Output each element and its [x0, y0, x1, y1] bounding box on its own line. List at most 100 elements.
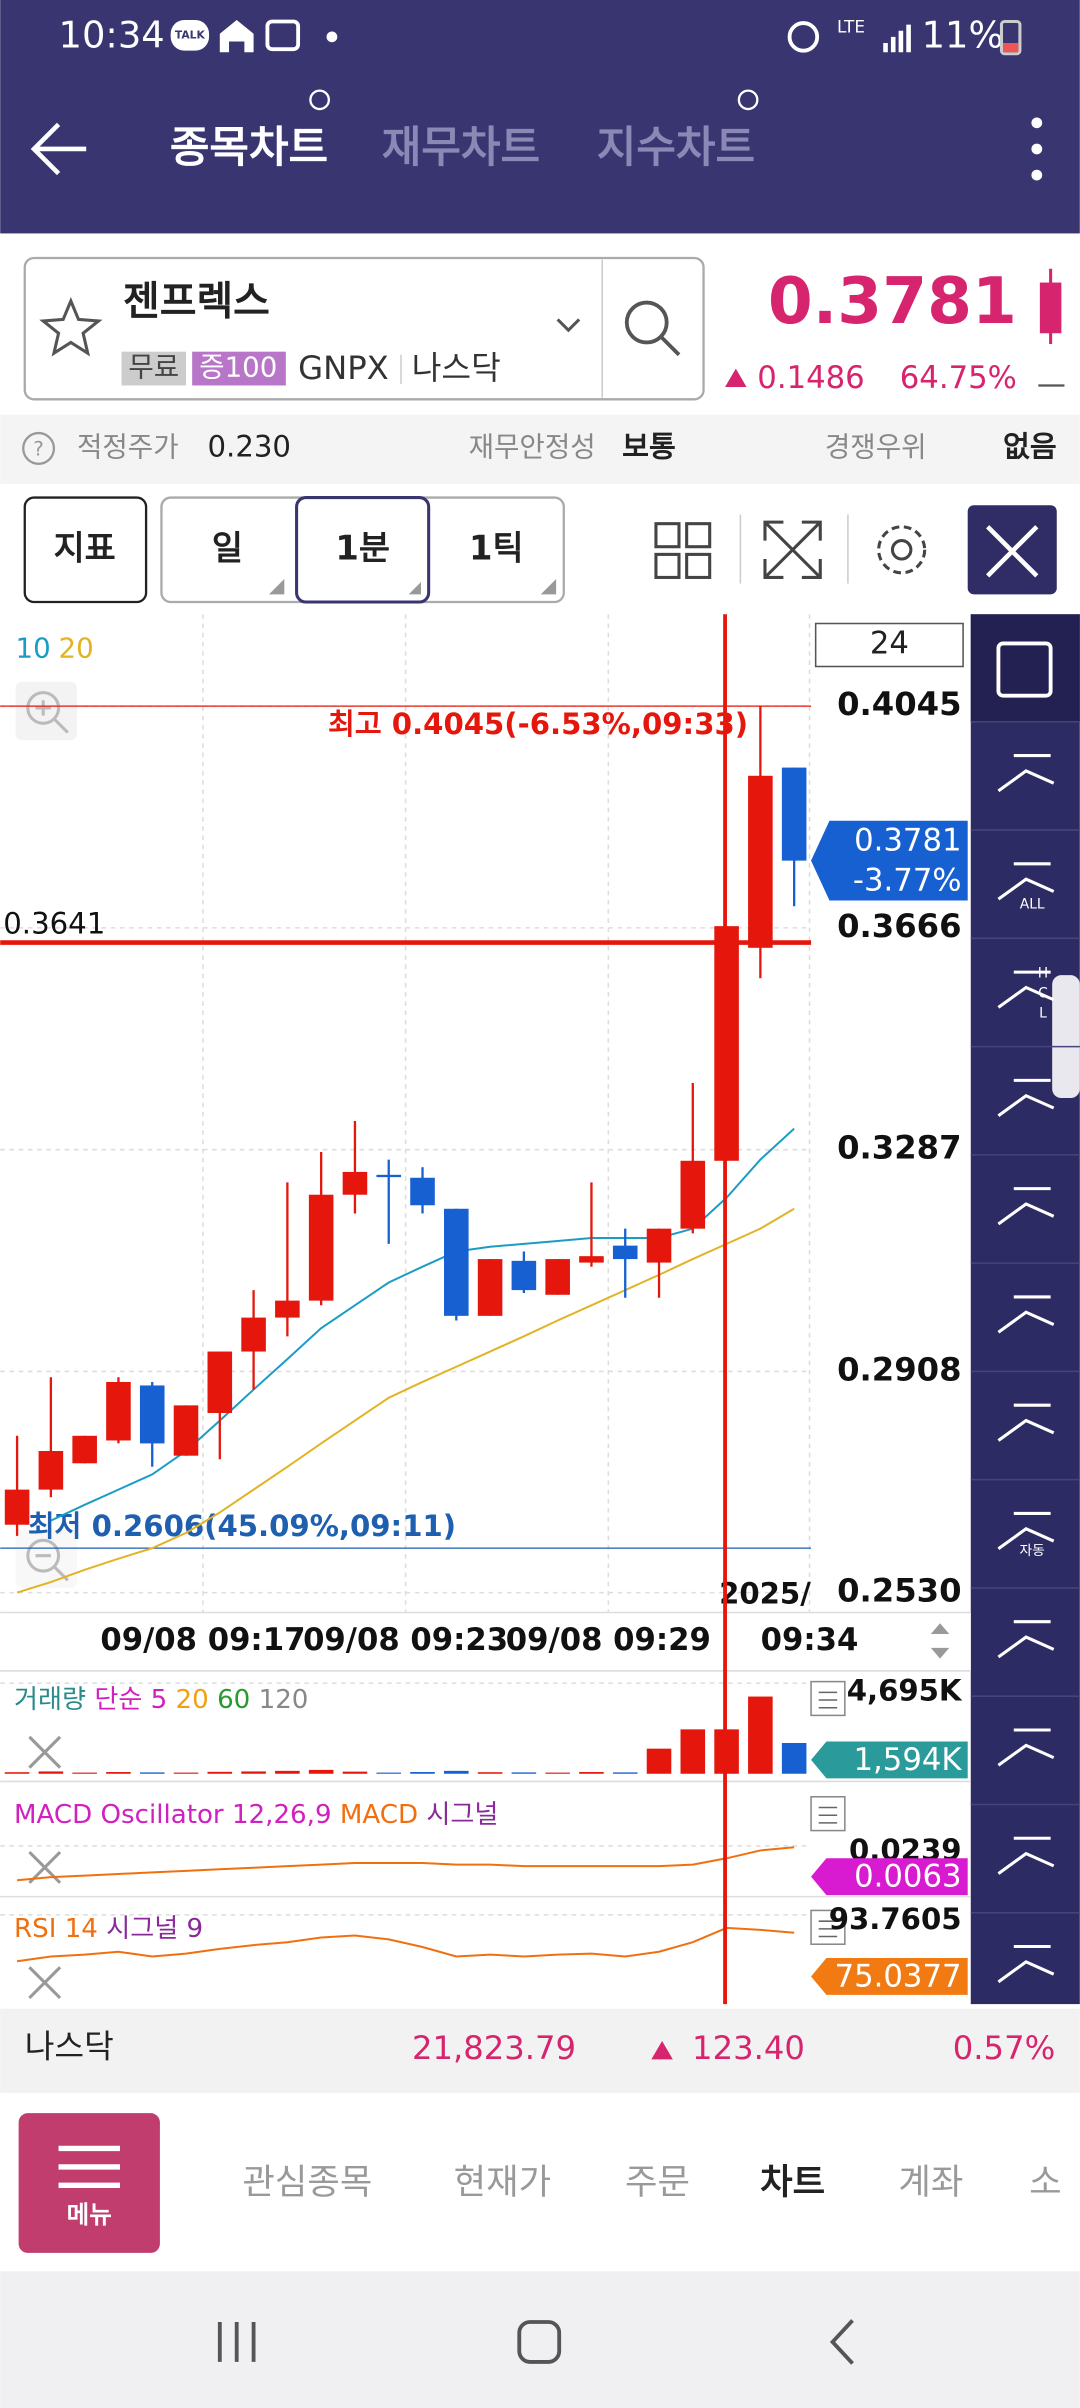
sidebar-label: 자동	[1019, 1543, 1044, 1559]
y-tick-label: 0.3287	[837, 1129, 961, 1167]
sidebar-tool[interactable]	[997, 1620, 1055, 1659]
talk-text: TALK	[175, 28, 206, 41]
nav-item[interactable]: 관심종목	[242, 2162, 372, 2203]
indicator-button[interactable]	[23, 496, 148, 604]
sidebar-tool[interactable]	[997, 1511, 1055, 1551]
sidebar-tool[interactable]	[997, 1078, 1055, 1117]
image-icon	[265, 19, 301, 52]
sidebar-tool[interactable]	[997, 1187, 1055, 1226]
candle-body	[781, 767, 807, 861]
index-value: 21,823.79	[412, 2029, 576, 2067]
candle-body	[477, 1259, 503, 1316]
tab-active[interactable]: 종목차트	[170, 123, 328, 173]
stock-price: 0.3781	[768, 264, 1017, 339]
expand-button[interactable]	[763, 520, 822, 579]
sidebar-handle[interactable]	[1052, 975, 1080, 1099]
panel-close[interactable]	[28, 1966, 62, 2000]
sidebar-tool[interactable]	[997, 1944, 1055, 1984]
stock-change: 0.1486	[757, 360, 864, 396]
favorite-star[interactable]	[39, 297, 103, 357]
nav-item-active[interactable]: 차트	[760, 2162, 825, 2203]
volume-bar	[410, 1772, 435, 1774]
candle-body	[342, 1171, 368, 1195]
x-axis-bar	[0, 1612, 971, 1671]
panel-menu[interactable]	[810, 1909, 846, 1945]
index-bar[interactable]	[0, 2008, 1080, 2094]
sidebar-tool[interactable]	[997, 1728, 1055, 1767]
nav-item[interactable]: 계좌	[898, 2162, 963, 2203]
save-button[interactable]	[970, 614, 1080, 722]
candle-body	[545, 1259, 570, 1295]
volume-bar	[781, 1742, 807, 1774]
volume-bar	[376, 1772, 402, 1774]
volume-bar	[680, 1729, 706, 1774]
candle-body	[4, 1489, 30, 1525]
volume-bar	[444, 1770, 469, 1774]
panel-menu-icon	[818, 1806, 838, 1824]
dropdown-icon[interactable]	[556, 318, 581, 333]
period-option[interactable]: 1틱	[469, 528, 524, 567]
sidebar-tool[interactable]	[997, 1295, 1055, 1334]
panel-menu[interactable]	[810, 1796, 846, 1832]
status-time: 10:34	[59, 13, 165, 56]
period-selected[interactable]	[295, 496, 431, 604]
sidebar-tool[interactable]	[997, 1403, 1055, 1442]
legend-entry: RSI 14	[14, 1913, 98, 1943]
sidebar-tool[interactable]	[997, 754, 1055, 793]
volume-bar	[579, 1772, 604, 1774]
tab[interactable]: 재무차트	[382, 123, 540, 173]
legend-entry: 시그널	[426, 1800, 498, 1830]
candle-body	[511, 1260, 537, 1291]
period-option[interactable]: 일	[212, 528, 243, 567]
tag: 무료	[128, 351, 179, 384]
panel-close[interactable]	[28, 1735, 62, 1769]
indicator-line	[16, 1846, 795, 1882]
tab-badge	[309, 89, 330, 111]
current-price: 0.3781	[854, 823, 961, 859]
tab[interactable]: 지수차트	[597, 123, 755, 173]
back-system-button[interactable]	[829, 2319, 854, 2365]
settings-center	[890, 539, 913, 561]
volume-bar	[477, 1772, 503, 1774]
sidebar-tool[interactable]	[997, 862, 1055, 901]
stock-change-pct: 64.75%	[900, 360, 1017, 396]
panel-menu[interactable]	[810, 1680, 846, 1717]
battery-icon	[999, 19, 1022, 56]
volume-bar	[173, 1772, 199, 1774]
search-button[interactable]	[624, 300, 669, 345]
x-tick-label: 09/08 09:17	[100, 1622, 305, 1658]
zoom-in[interactable]	[15, 681, 77, 741]
candle-body	[139, 1385, 165, 1444]
nav-item[interactable]: 소	[1029, 2162, 1062, 2203]
sidebar-tool[interactable]	[997, 1836, 1055, 1875]
period-option[interactable]: 1분	[335, 528, 390, 567]
tools-icon	[986, 525, 1039, 578]
zoom-count-box[interactable]	[814, 622, 964, 668]
stock-code: GNPX	[298, 349, 389, 387]
layout-button[interactable]	[654, 522, 712, 579]
back-button[interactable]	[30, 122, 87, 176]
volume-bar	[4, 1772, 30, 1774]
index-name: 나스닥	[25, 2028, 114, 2066]
candle-body	[72, 1435, 97, 1464]
nav-item[interactable]: 주문	[625, 2162, 690, 2203]
zoom-out[interactable]	[15, 1529, 77, 1588]
more-button[interactable]	[1031, 117, 1043, 181]
high-label: 최고 0.4045(-6.53%,09:33)	[328, 707, 748, 741]
nav-item[interactable]: 현재가	[454, 2162, 551, 2203]
x-date-label: 2025/	[719, 1577, 811, 1611]
recents-button[interactable]	[217, 2322, 256, 2362]
settings-button[interactable]	[877, 525, 927, 575]
menu-icon	[58, 2145, 120, 2189]
scroll-arrows[interactable]	[930, 1623, 950, 1659]
legend-entry: 5	[151, 1685, 168, 1715]
sidebar-tool[interactable]	[997, 970, 1055, 1009]
sidebar-label: H	[1038, 966, 1048, 982]
help-icon[interactable]	[22, 431, 56, 465]
home-button[interactable]	[517, 2320, 562, 2364]
sidebar-icons	[970, 721, 1080, 1984]
sidebar-label: ALL	[1020, 897, 1045, 913]
x-tick-label: 09:34	[761, 1622, 859, 1658]
candle-body	[106, 1381, 131, 1441]
